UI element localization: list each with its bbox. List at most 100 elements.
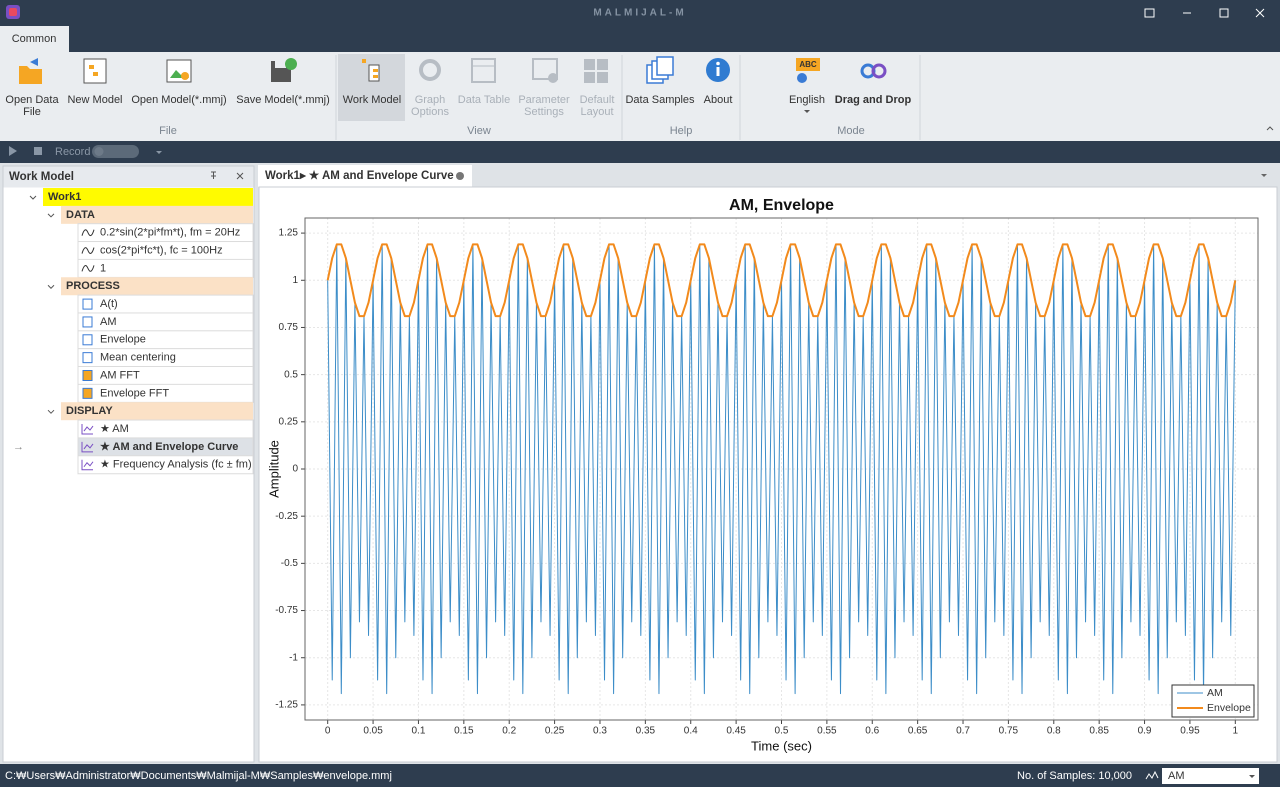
tree-item: cos(2*pi*fc*t), fc = 100Hz [100, 244, 223, 256]
ribbon-button-label: Parameter [518, 94, 570, 106]
tree-item: AM [100, 316, 117, 328]
tab-close[interactable] [456, 172, 464, 180]
tree-item: Envelope [100, 334, 146, 346]
maximize-button[interactable] [1219, 8, 1229, 18]
pin-button[interactable] [211, 171, 216, 179]
y-tick-label: -0.75 [275, 605, 298, 616]
document-tab-label: Work1▸ ★ AM and Envelope Curve [265, 169, 454, 182]
x-tick-label: 0.9 [1138, 726, 1152, 737]
y-tick-label: -0.25 [275, 511, 298, 522]
data-icon [81, 229, 95, 237]
y-tick-label: 0.75 [279, 322, 299, 333]
ribbon-group-label: View [467, 125, 491, 137]
abc-glyph: ABC [799, 60, 817, 69]
status-bar [0, 764, 1280, 787]
process-icon [82, 352, 93, 364]
toggle-knob [94, 147, 104, 156]
ribbon-button-label: Data Table [458, 94, 510, 106]
plot-frame [304, 217, 1259, 721]
tab-list-button[interactable] [1261, 174, 1267, 177]
x-tick-label: 0 [325, 726, 331, 737]
play-button[interactable] [9, 146, 17, 156]
x-tick-label: 0.1 [411, 726, 425, 737]
close-button[interactable] [1255, 8, 1265, 18]
y-tick-label: 0.25 [279, 416, 299, 427]
tree-item: A(t) [100, 298, 118, 310]
ribbon-button-label: New Model [67, 94, 122, 106]
x-tick-label: 0.4 [684, 726, 698, 737]
tree: Work1 DATA 0.2*sin(2*pi*fm*t), fm = 20Hz co… [29, 188, 254, 475]
tree-section: PROCESS [66, 280, 120, 292]
ribbon-button-label: About [704, 94, 733, 106]
tree-item: AM FFT [100, 369, 140, 381]
panel-close[interactable] [236, 172, 244, 180]
toolbar-dropdown[interactable] [156, 151, 162, 154]
tree-item: Mean centering [100, 352, 176, 364]
tab-label: Common [12, 33, 57, 45]
ribbon [0, 52, 1280, 141]
app-title: MALMIJAL-M [593, 8, 686, 19]
tree-item-bg [77, 455, 254, 475]
tree-root: Work1 [48, 191, 81, 203]
current-arrow: → [13, 441, 24, 453]
x-tick-label: 0.55 [817, 726, 837, 737]
legend-box [1171, 684, 1255, 718]
process-icon [82, 316, 93, 328]
tree-section-bg [61, 277, 253, 296]
tree-section: DISPLAY [66, 405, 113, 417]
panel-title: Work Model [9, 171, 74, 183]
legend-label: AM [1207, 687, 1223, 699]
restore-layout-button[interactable] [1144, 8, 1155, 18]
data-icon [81, 265, 95, 272]
series-select[interactable] [1162, 768, 1259, 784]
tab-common[interactable] [0, 26, 69, 52]
tree-section-bg [61, 402, 253, 421]
display-icon [81, 441, 94, 453]
process-icon [82, 334, 93, 346]
y-tick-label: 1.25 [279, 228, 299, 239]
chart-title: AM, Envelope [729, 197, 834, 214]
x-tick-label: 0.5 [775, 726, 789, 737]
x-tick-label: 0.6 [865, 726, 879, 737]
series-icon [1145, 770, 1159, 780]
series-line [326, 243, 1237, 318]
y-tick-label: 0.5 [284, 369, 298, 380]
series-select-value: AM [1168, 770, 1185, 782]
ribbon-group-label: Help [670, 125, 693, 137]
chart: AM, Envelope -1.25 -1 -0.75 -0.5 -0.25 0 0.25 0.… [266, 197, 1259, 753]
ribbon-button-label: Save Model(*.mmj) [236, 94, 330, 106]
display-icon [81, 459, 94, 471]
tree-section: DATA [66, 209, 95, 221]
tree-item: ★ Frequency Analysis (fc ± fm) [100, 459, 252, 471]
y-tick-label: 1 [292, 275, 298, 286]
x-tick-label: 0.2 [502, 726, 516, 737]
x-tick-label: 0.35 [636, 726, 656, 737]
record-toggle[interactable] [92, 145, 139, 158]
x-tick-label: 0.8 [1047, 726, 1061, 737]
ribbon-button-label: Graph [415, 94, 446, 106]
x-axis-label: Time (sec) [751, 738, 812, 753]
process-icon [82, 370, 93, 381]
status-path: C:₩Users₩Administrator₩Documents₩Malmija… [5, 770, 392, 782]
ribbon-button-label: Open Data [5, 94, 59, 106]
ribbon-separators [335, 55, 921, 140]
x-tick-label: 0.45 [726, 726, 746, 737]
ribbon-button-label: English [789, 94, 825, 106]
ribbon-button-label: Layout [580, 106, 613, 118]
stop-button[interactable] [34, 147, 42, 155]
expander [47, 409, 55, 414]
y-tick-label: -1.25 [275, 700, 298, 711]
ribbon-button-label: Options [411, 106, 449, 118]
tree-item: ★ AM and Envelope Curve [100, 441, 238, 453]
data-icon [81, 247, 95, 254]
collapse-ribbon[interactable] [1266, 126, 1274, 131]
tree-item: Envelope FFT [100, 387, 169, 399]
document-tab[interactable] [258, 165, 472, 187]
tree-item: 1 [100, 262, 106, 274]
expander [29, 195, 37, 200]
ribbon-group-label: File [159, 125, 177, 137]
app-icon-inner [9, 8, 17, 16]
x-tick-label: 0.05 [363, 726, 383, 737]
ribbon-group-label: Mode [837, 125, 865, 137]
